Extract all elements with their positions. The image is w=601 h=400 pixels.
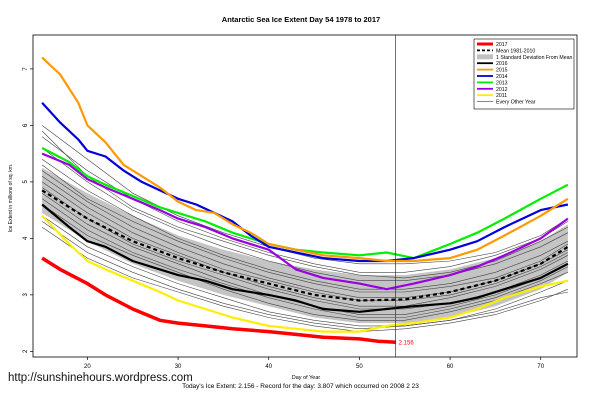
y-tick-label: 3 [23, 293, 29, 297]
legend-label: 2015 [496, 68, 508, 74]
legend-label: 2017 [496, 42, 508, 48]
legend-label: 2011 [496, 93, 507, 99]
std-deviation-band [42, 167, 568, 324]
other-year-line-12 [41, 164, 569, 293]
last-value-label: 2.156 [399, 340, 415, 346]
chart-title: Antarctic Sea Ice Extent Day 54 1978 to … [222, 15, 380, 24]
x-axis-label: Day of Year [292, 375, 321, 381]
x-tick-label: 60 [447, 364, 454, 370]
other-year-line-11 [41, 130, 569, 279]
axes-layer: 20 30 40 50 60 70 2 3 4 5 6 7 [23, 34, 578, 370]
x-tick-label: 70 [537, 364, 544, 370]
x-tick-label: 20 [84, 364, 91, 370]
other-year-line-9 [41, 215, 569, 327]
y-tick-label: 5 [23, 180, 29, 184]
other-year-line-10 [41, 226, 569, 332]
x-tick-label: 50 [356, 364, 363, 370]
series-line-2017 [41, 256, 396, 345]
x-tick-label: 30 [175, 364, 182, 370]
other-year-line-1 [41, 125, 569, 265]
legend-label: 2014 [496, 74, 508, 80]
series-line-2015 [41, 56, 569, 263]
series-line-2012 [41, 152, 569, 291]
series-line-2016 [41, 203, 569, 313]
other-year-line-3 [41, 147, 569, 282]
legend-label: 2012 [496, 87, 508, 93]
std-band-layer [42, 167, 568, 324]
y-axis-label: Ice Extent in millions of sq. km. [8, 164, 14, 233]
y-tick-label: 6 [23, 123, 29, 127]
legend-swatch [477, 54, 493, 60]
legend-label: Every Other Year [496, 100, 536, 106]
other-year-line-6 [41, 181, 569, 307]
footer-today-line: Today's Ice Extent: 2.156 - Record for t… [182, 383, 419, 390]
y-tick-label: 2 [23, 349, 29, 353]
mean-layer [41, 189, 569, 302]
legend-label: 2016 [496, 61, 508, 67]
legend-label: 2013 [496, 80, 508, 86]
series-line-2011 [41, 215, 569, 333]
plot-frame [32, 34, 578, 358]
series-layer: 2.156 [41, 56, 569, 346]
watermark-url: http://sunshinehours.wordpress.com [8, 372, 193, 384]
x-tick-label: 40 [265, 364, 272, 370]
other-year-line-4 [41, 159, 569, 290]
legend-label: Mean 1981-2010 [496, 48, 535, 54]
other-year-line-14 [41, 221, 568, 330]
other-year-line-15 [41, 175, 569, 301]
y-tick-label: 7 [23, 67, 29, 71]
other-year-line-16 [41, 198, 569, 318]
legend-box [473, 38, 575, 110]
legend-label: 1 Standard Deviation From Mean [496, 55, 573, 61]
y-tick-label: 4 [23, 236, 29, 240]
mean-line [41, 189, 569, 302]
